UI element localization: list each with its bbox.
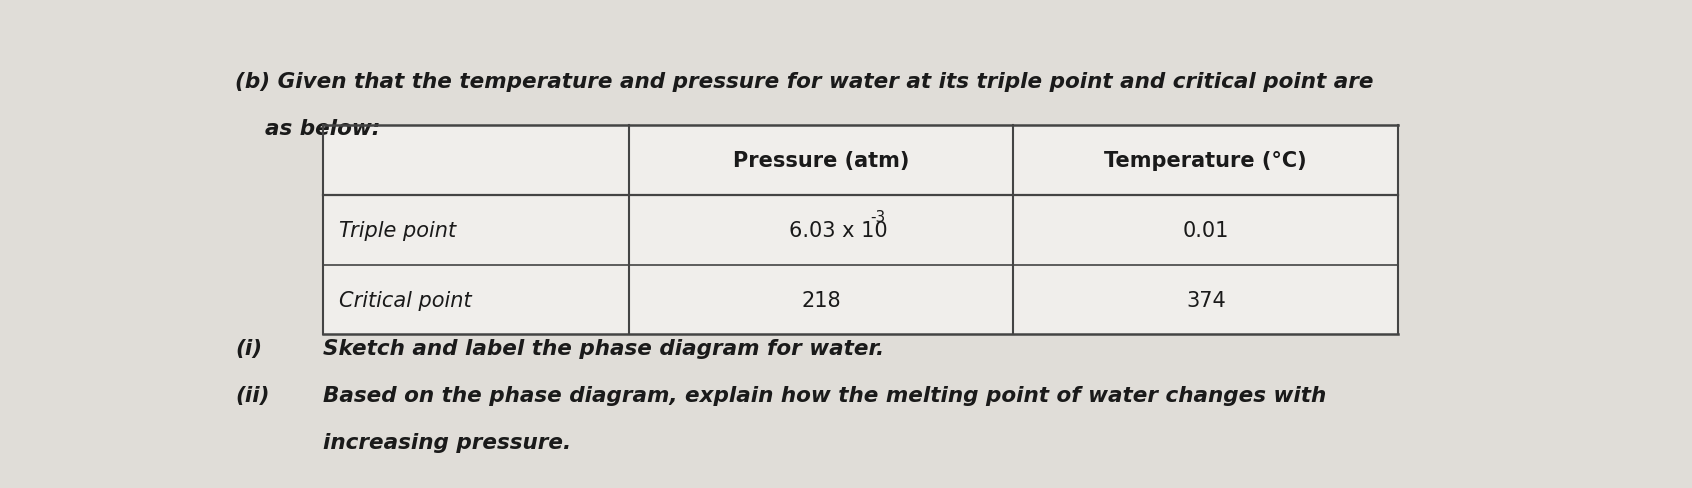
Text: as below:: as below: [235,119,381,139]
Text: Sketch and label the phase diagram for water.: Sketch and label the phase diagram for w… [323,339,885,359]
Text: 0.01: 0.01 [1183,221,1228,241]
Text: Critical point: Critical point [338,290,472,310]
Text: (b) Given that the temperature and pressure for water at its triple point and cr: (b) Given that the temperature and press… [235,72,1374,92]
Text: (ii): (ii) [235,386,269,406]
Text: 218: 218 [802,290,841,310]
Text: Based on the phase diagram, explain how the melting point of water changes with: Based on the phase diagram, explain how … [323,386,1327,406]
Text: Pressure (atm): Pressure (atm) [733,151,910,171]
Text: Temperature (°C): Temperature (°C) [1105,151,1306,171]
Text: Triple point: Triple point [338,221,455,241]
Text: increasing pressure.: increasing pressure. [323,432,572,452]
Text: 374: 374 [1186,290,1225,310]
Text: (i): (i) [235,339,262,359]
Bar [323,126,1398,335]
Text: -3: -3 [870,210,885,225]
Text: 6.03 x 10: 6.03 x 10 [788,221,887,241]
